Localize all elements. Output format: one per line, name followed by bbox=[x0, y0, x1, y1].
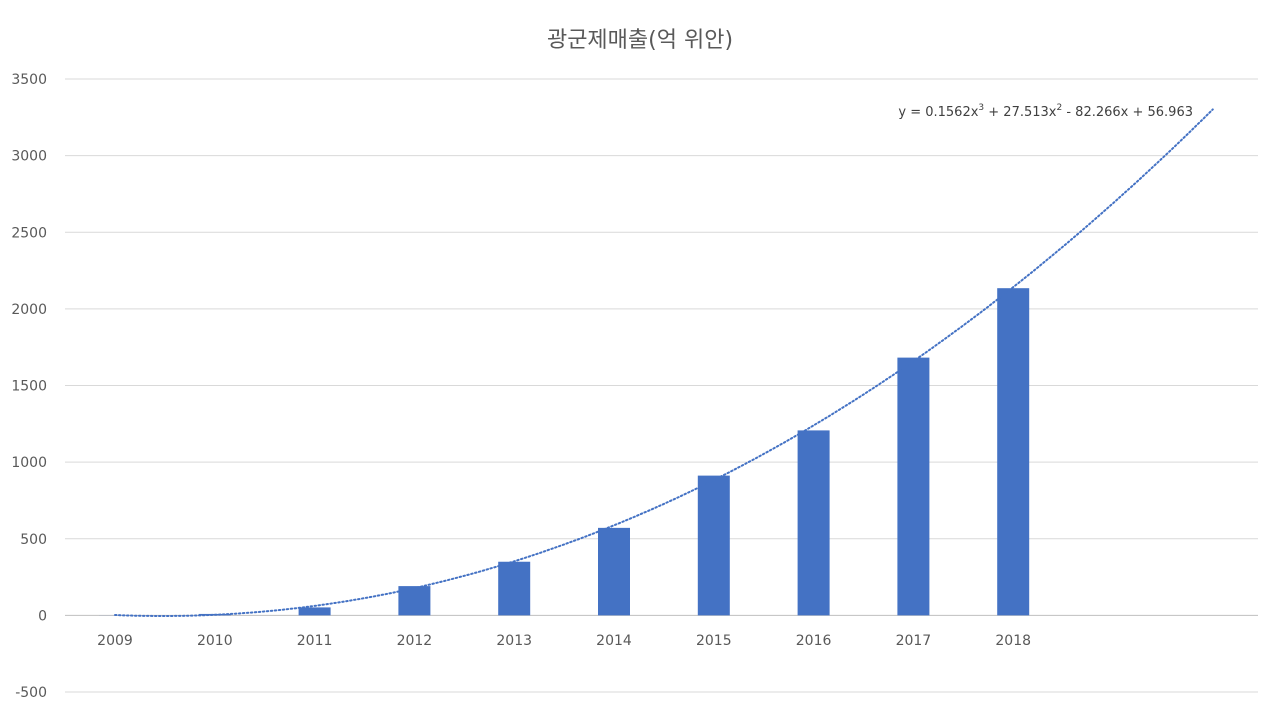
bar-2011 bbox=[298, 607, 331, 616]
y-tick-label: 500 bbox=[20, 532, 47, 548]
bar-2016 bbox=[797, 430, 830, 616]
bar-2014 bbox=[598, 527, 630, 616]
bar-2018 bbox=[997, 288, 1030, 616]
trendline-equation: y = 0.1562x3 + 27.513x2 - 82.266x + 56.9… bbox=[898, 103, 1193, 120]
y-tick-label: -500 bbox=[15, 685, 47, 701]
gridlines bbox=[65, 78, 1258, 693]
x-tick-label: 2009 bbox=[97, 633, 133, 649]
y-axis-tick-labels: -500 0 500 1000 1500 2000 2500 3000 3500 bbox=[11, 72, 47, 701]
x-tick-label: 2015 bbox=[696, 633, 732, 649]
trendline-exponent-3: 3 bbox=[978, 103, 984, 113]
bar-2012 bbox=[398, 586, 431, 616]
x-tick-label: 2017 bbox=[896, 633, 932, 649]
y-tick-label: 2500 bbox=[11, 225, 47, 241]
trendline bbox=[114, 108, 1214, 617]
bars bbox=[99, 288, 1030, 616]
bar-2015 bbox=[697, 475, 730, 616]
x-tick-label: 2013 bbox=[496, 633, 532, 649]
bar-2013 bbox=[498, 561, 531, 616]
y-tick-label: 0 bbox=[38, 608, 47, 624]
x-tick-label: 2010 bbox=[197, 633, 233, 649]
x-axis-tick-labels: 2009 2010 2011 2012 2013 2014 2015 2016 2017 2018 bbox=[97, 633, 1031, 649]
chart-title: 광군제매출(억 위안) bbox=[547, 28, 733, 53]
y-tick-label: 3500 bbox=[11, 72, 47, 88]
x-tick-label: 2018 bbox=[995, 633, 1031, 649]
y-tick-label: 3000 bbox=[11, 149, 47, 165]
y-tick-label: 2000 bbox=[11, 302, 47, 318]
x-tick-label: 2011 bbox=[297, 633, 333, 649]
x-tick-label: 2012 bbox=[397, 633, 433, 649]
x-tick-label: 2014 bbox=[596, 633, 632, 649]
y-tick-label: 1000 bbox=[11, 455, 47, 471]
trendline-exponent-2: 2 bbox=[1056, 103, 1062, 113]
bar-2017 bbox=[897, 357, 930, 616]
x-tick-label: 2016 bbox=[796, 633, 832, 649]
y-tick-label: 1500 bbox=[11, 379, 47, 395]
trendline-group bbox=[114, 108, 1214, 617]
